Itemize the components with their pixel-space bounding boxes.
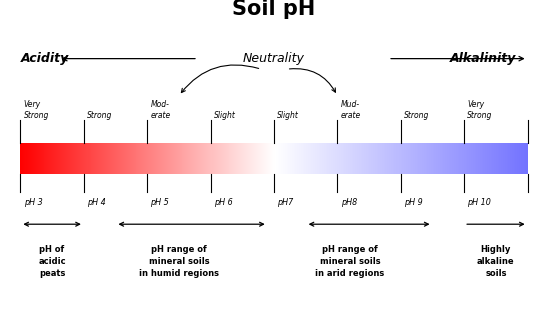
Text: pH range of
mineral soils
in arid regions: pH range of mineral soils in arid region… (316, 245, 385, 278)
Text: Mud-
erate: Mud- erate (340, 100, 361, 120)
Text: pH8: pH8 (340, 198, 357, 207)
Text: pH of
acidic
peats: pH of acidic peats (38, 245, 66, 278)
Text: Very
Strong: Very Strong (467, 100, 493, 120)
Text: Acidity: Acidity (20, 52, 68, 65)
Text: pH 10: pH 10 (467, 198, 491, 207)
Text: pH range of
mineral soils
in humid regions: pH range of mineral soils in humid regio… (139, 245, 219, 278)
Text: Highly
alkaline
soils: Highly alkaline soils (477, 245, 515, 278)
Text: Alkalinity: Alkalinity (450, 52, 516, 65)
Text: Slight: Slight (277, 111, 299, 120)
Text: pH 6: pH 6 (214, 198, 232, 207)
Text: Soil pH: Soil pH (232, 0, 316, 19)
Text: pH 3: pH 3 (24, 198, 42, 207)
Text: pH 9: pH 9 (404, 198, 423, 207)
Text: Strong: Strong (404, 111, 429, 120)
Text: pH 4: pH 4 (87, 198, 106, 207)
Text: Mod-
erate: Mod- erate (150, 100, 170, 120)
Text: pH 5: pH 5 (150, 198, 169, 207)
Text: pH7: pH7 (277, 198, 293, 207)
Text: Very
Strong: Very Strong (24, 100, 49, 120)
Text: Strong: Strong (87, 111, 112, 120)
Text: Slight: Slight (214, 111, 236, 120)
Text: Neutrality: Neutrality (243, 52, 305, 65)
